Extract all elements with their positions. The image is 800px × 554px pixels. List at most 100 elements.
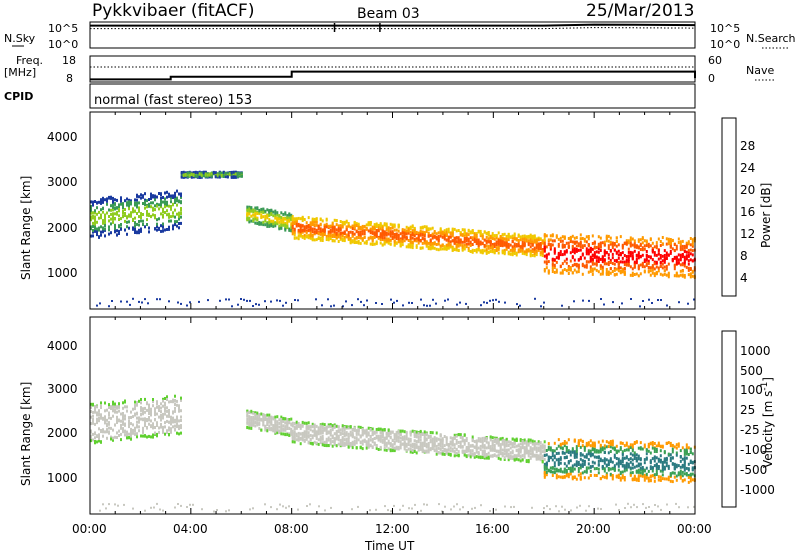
heatmap-cell (164, 191, 166, 195)
heatmap-cell (419, 433, 422, 437)
heatmap-cell (581, 262, 584, 266)
heatmap-cell (150, 196, 152, 200)
heatmap-cell (122, 401, 124, 405)
heatmap-cell (128, 214, 130, 218)
heatmap-cell (122, 406, 124, 410)
heatmap-cell (637, 264, 640, 268)
heatmap-cell (609, 236, 612, 240)
heatmap-cell (168, 204, 170, 208)
heatmap-cell (90, 211, 92, 215)
heatmap-cell (172, 419, 174, 423)
heatmap-cell (144, 203, 146, 207)
heatmap-cell (607, 256, 610, 260)
heatmap-cell (405, 432, 408, 435)
heatmap-cell (90, 402, 92, 406)
heatmap-cell (141, 301, 143, 304)
heatmap-cell (363, 235, 366, 239)
heatmap-cell (445, 232, 448, 236)
heatmap-cell (409, 233, 412, 237)
heatmap-cell (361, 428, 364, 432)
heatmap-cell (673, 255, 676, 259)
heatmap-cell (413, 433, 416, 436)
heatmap-cell (276, 213, 279, 217)
heatmap-cell (639, 248, 642, 251)
heatmap-cell (299, 432, 302, 436)
heatmap-cell (437, 237, 440, 241)
heatmap-cell (172, 195, 174, 199)
heatmap-cell (162, 200, 164, 204)
heatmap-cell (258, 210, 261, 214)
heatmap-cell (563, 244, 566, 247)
heatmap-cell (144, 225, 146, 229)
heatmap-cell (369, 428, 372, 432)
heatmap-cell (667, 253, 670, 257)
heatmap-cell (367, 236, 370, 240)
heatmap-cell (146, 435, 148, 439)
heatmap-cell (597, 242, 600, 246)
heatmap-cell (391, 447, 394, 451)
heatmap-cell (156, 202, 158, 206)
heatmap-cell (293, 236, 296, 240)
heatmap-cell (681, 255, 684, 259)
heatmap-cell (553, 239, 556, 243)
heatmap-cell (305, 434, 308, 438)
heatmap-cell (98, 409, 100, 413)
heatmap-cell (116, 436, 118, 439)
heatmap-cell (264, 217, 267, 221)
heatmap-cell (515, 454, 518, 458)
heatmap-cell (130, 213, 132, 217)
heatmap-cell (264, 417, 267, 421)
heatmap-cell (619, 270, 622, 273)
heatmap-cell (146, 218, 148, 222)
heatmap-cell (142, 407, 144, 411)
heatmap-cell (523, 238, 526, 242)
heatmap-cell (627, 254, 630, 258)
heatmap-cell (104, 221, 106, 225)
heatmap-cell (132, 227, 134, 231)
heatmap-cell (108, 430, 110, 434)
heatmap-cell (666, 304, 668, 307)
heatmap-cell (92, 229, 94, 232)
heatmap-cell (315, 220, 318, 224)
heatmap-cell (154, 418, 156, 422)
heatmap-cell (573, 249, 576, 253)
heatmap-cell (527, 443, 530, 447)
heatmap-cell (521, 246, 524, 250)
heatmap-cell (92, 216, 94, 220)
heatmap-cell (140, 193, 142, 197)
heatmap-cell (293, 430, 296, 434)
heatmap-cell (345, 228, 348, 232)
heatmap-cell (511, 240, 514, 243)
heatmap-cell (479, 444, 482, 448)
heatmap-cell (485, 244, 488, 248)
heatmap-cell (443, 229, 446, 233)
heatmap-cell (600, 298, 602, 300)
heatmap-cell (595, 268, 598, 272)
heatmap-cell (270, 209, 273, 213)
heatmap-cell (443, 245, 446, 249)
heatmap-cell (166, 395, 168, 399)
heatmap-cell (637, 239, 640, 243)
heatmap-cell (519, 238, 522, 242)
heatmap-cell (142, 195, 144, 199)
heatmap-cell (390, 298, 392, 301)
heatmap-cell (479, 249, 482, 253)
heatmap-cell (321, 234, 324, 238)
heatmap-cell (90, 410, 92, 413)
heatmap-cell (375, 444, 378, 448)
heatmap-cell (363, 241, 366, 245)
freq-trace (90, 70, 696, 81)
heatmap-cell (116, 417, 118, 421)
heatmap-cell (126, 409, 128, 413)
heatmap-cell (443, 444, 446, 448)
heatmap-cell (407, 447, 410, 451)
heatmap-cell (110, 407, 112, 410)
heatmap-cell (575, 240, 578, 244)
heatmap-cell (525, 445, 528, 449)
heatmap-cell (529, 249, 532, 253)
heatmap-cell (495, 246, 498, 250)
heatmap-cell (162, 207, 164, 211)
heatmap-cell (585, 265, 588, 269)
heatmap-cell (689, 252, 692, 256)
heatmap-cell (493, 443, 496, 447)
